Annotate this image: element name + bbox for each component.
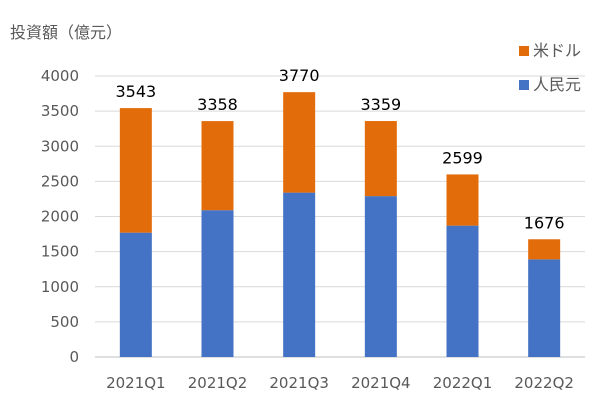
data-label-total: 3770 [279,66,320,85]
bar-segment-usd [528,239,561,260]
y-tick-label: 3000 [41,137,79,155]
data-label-total: 3358 [197,95,238,114]
bar-segment-usd [201,121,234,211]
data-label-total: 3543 [115,82,156,101]
data-label-total: 3359 [360,95,401,114]
y-tick-label: 2000 [41,208,79,226]
bar-segment-rmb [201,210,234,357]
bar-segment-rmb [283,192,316,357]
y-tick-label: 1500 [41,243,79,261]
legend-label: 人民元 [533,75,581,94]
y-tick-label: 500 [50,313,79,331]
y-tick-label: 4000 [41,67,79,85]
bar-segment-usd [446,174,479,226]
x-tick-label: 2021Q3 [269,374,329,392]
bar-segment-rmb [364,196,397,357]
x-tick-label: 2021Q2 [188,374,248,392]
bar-segment-rmb [119,232,152,357]
gridlines [95,75,585,358]
x-axis-ticks: 2021Q1 2021Q2 2021Q3 2021Q4 2022Q1 2022Q2 [106,374,574,392]
x-tick-label: 2021Q4 [351,374,411,392]
legend-swatch [519,80,529,90]
bar-segment-rmb [446,225,479,357]
bar-segment-usd [283,92,316,193]
legend-label: 米ドル [533,41,581,60]
y-tick-label: 3500 [41,102,79,120]
x-tick-label: 2021Q1 [106,374,166,392]
y-tick-label: 1000 [41,278,79,296]
x-tick-label: 2022Q2 [514,374,574,392]
bar-segment-rmb [528,259,561,357]
x-tick-label: 2022Q1 [433,374,493,392]
data-labels: 3543 3358 3770 3359 2599 1676 [115,66,564,232]
legend-swatch [519,46,529,56]
bar-segment-usd [364,121,397,197]
data-label-total: 2599 [442,148,483,167]
bars [119,92,561,357]
bar-segment-usd [119,108,152,233]
y-axis-title: 投資額（億元） [10,23,122,42]
y-tick-label: 2500 [41,172,79,190]
data-label-total: 1676 [524,213,565,232]
y-axis-ticks: 0 500 1000 1500 2000 2500 3000 3500 4000 [41,67,79,366]
y-tick-label: 0 [69,348,79,366]
